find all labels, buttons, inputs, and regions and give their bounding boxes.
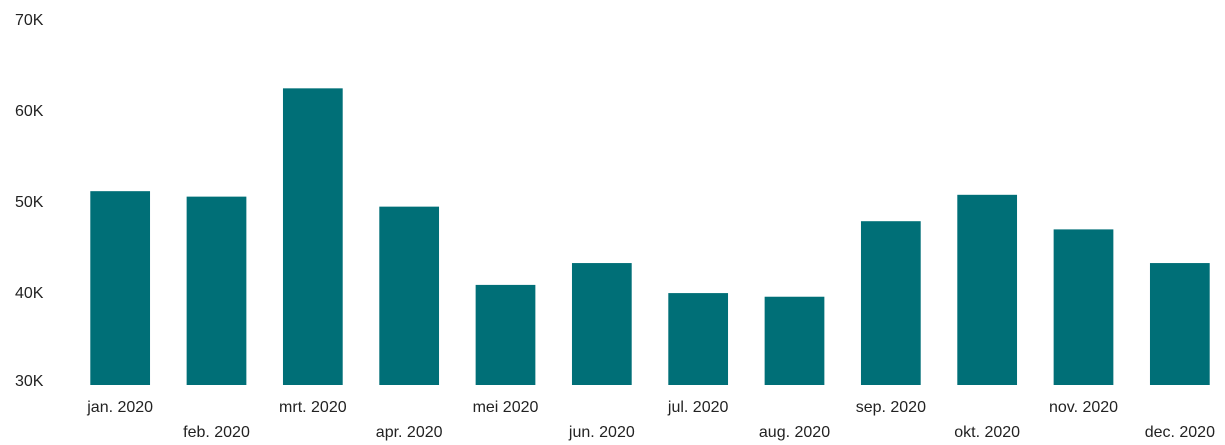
bar — [1053, 229, 1114, 385]
y-tick-label: 50K — [15, 194, 44, 211]
bar — [186, 196, 247, 385]
bar — [764, 296, 825, 385]
x-tick-label: apr. 2020 — [376, 424, 443, 441]
x-tick-label: jun. 2020 — [568, 424, 635, 441]
y-tick-label: 70K — [15, 12, 44, 29]
x-tick-label: jan. 2020 — [86, 399, 153, 416]
x-tick-label: dec. 2020 — [1145, 424, 1215, 441]
x-tick-label: aug. 2020 — [759, 424, 830, 441]
x-tick-label: sep. 2020 — [856, 399, 926, 416]
x-tick-label: okt. 2020 — [954, 424, 1020, 441]
x-tick-label: nov. 2020 — [1049, 399, 1118, 416]
x-tick-label: mei 2020 — [473, 399, 539, 416]
x-tick-label: jul. 2020 — [667, 399, 729, 416]
x-tick-label: feb. 2020 — [183, 424, 250, 441]
y-tick-label: 60K — [15, 103, 44, 120]
bar — [860, 221, 921, 385]
bar — [379, 206, 440, 385]
x-tick-label: mrt. 2020 — [279, 399, 347, 416]
bar — [668, 293, 729, 385]
bar — [90, 191, 151, 385]
bar — [1149, 263, 1210, 385]
bar — [571, 263, 632, 385]
y-tick-label: 40K — [15, 285, 44, 302]
bar — [957, 194, 1018, 385]
y-tick-label: 30K — [15, 373, 44, 390]
bar — [475, 284, 536, 385]
bar — [282, 88, 343, 385]
